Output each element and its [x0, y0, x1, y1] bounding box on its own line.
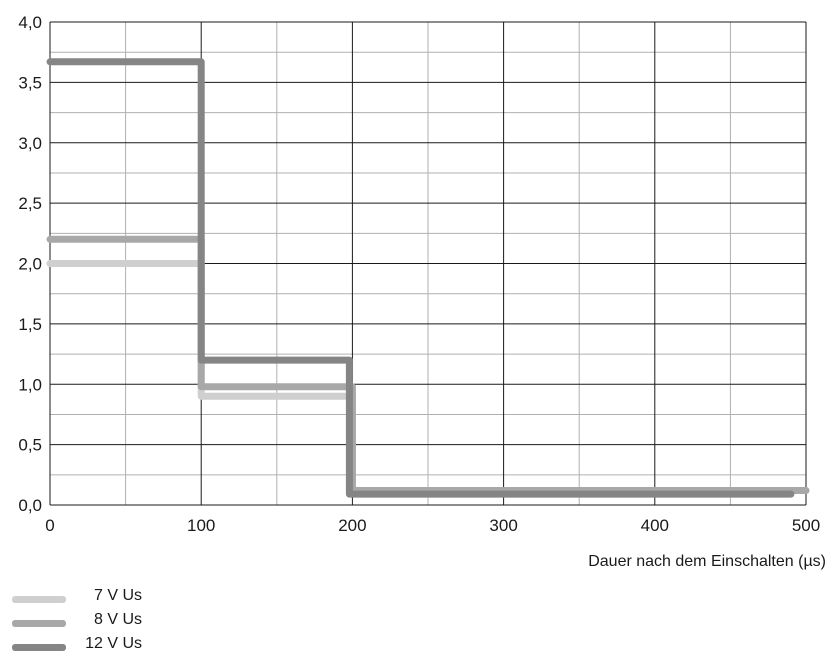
y-tick-label: 2,0 — [18, 255, 42, 274]
x-tick-label: 100 — [187, 516, 215, 535]
x-axis-label: Dauer nach dem Einschalten (µs) — [588, 553, 826, 570]
y-tick-label: 3,5 — [18, 73, 42, 92]
series-line-12-v-us — [46, 58, 795, 498]
legend-label-12v: 12 V Us — [85, 635, 142, 652]
legend-item-12v: 12 V Us — [10, 634, 210, 658]
y-tick-label: 0,0 — [18, 496, 42, 515]
x-tick-label: 400 — [641, 516, 669, 535]
legend-label-7v: 7 V Us — [93, 587, 142, 604]
legend-item-7v: 7 V Us — [10, 586, 210, 610]
y-tick-label: 2,5 — [18, 194, 42, 213]
x-tick-labels: 0 100 200 300 400 500 — [45, 516, 820, 535]
legend-label-8v: 8 V Us — [93, 611, 142, 628]
y-tick-label: 1,0 — [18, 375, 42, 394]
y-tick-label: 3,0 — [18, 134, 42, 153]
x-tick-label: 200 — [338, 516, 366, 535]
series-layer — [46, 58, 810, 498]
legend-swatch-8v — [12, 620, 66, 627]
legend: 7 V Us 8 V Us 12 V Us — [10, 586, 210, 658]
x-tick-label: 0 — [45, 516, 54, 535]
x-tick-label: 300 — [489, 516, 517, 535]
step-chart: 0,0 0,5 1,0 1,5 2,0 2,5 3,0 3,5 4,0 0 100 200 300 40… — [18, 13, 826, 570]
y-tick-labels: 0,0 0,5 1,0 1,5 2,0 2,5 3,0 3,5 4,0 — [18, 13, 42, 515]
y-tick-label: 4,0 — [18, 13, 42, 32]
legend-swatch-12v — [12, 644, 66, 651]
legend-swatch-7v — [12, 596, 66, 603]
x-tick-label: 500 — [792, 516, 820, 535]
series-line-8-v-us — [46, 235, 810, 494]
y-tick-label: 0,5 — [18, 436, 42, 455]
legend-item-8v: 8 V Us — [10, 610, 210, 634]
y-tick-label: 1,5 — [18, 315, 42, 334]
